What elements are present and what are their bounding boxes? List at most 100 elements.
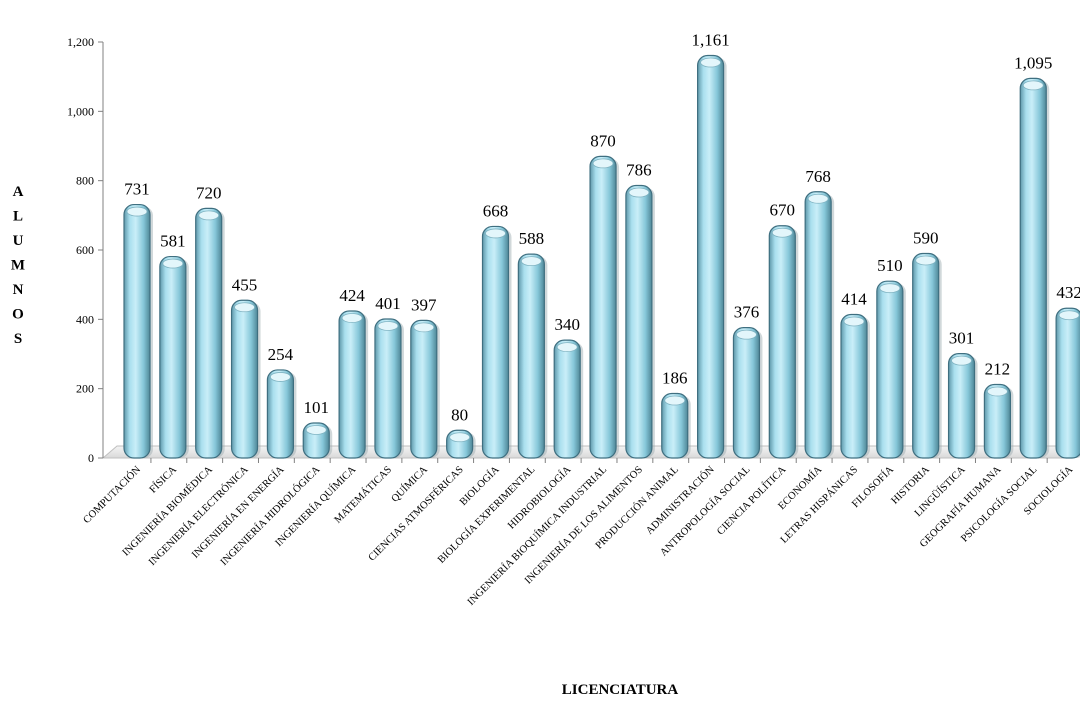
- data-label: 455: [232, 275, 258, 294]
- bar: [947, 353, 976, 459]
- data-label: 588: [519, 229, 545, 248]
- bar: [876, 280, 904, 459]
- x-tick-label: COMPUTACIÓN: [81, 463, 144, 526]
- data-label: 80: [451, 405, 468, 424]
- bar: [732, 327, 761, 459]
- data-label: 340: [554, 315, 580, 334]
- bar-cap: [771, 227, 793, 238]
- x-tick-label: HIDROBIOLOGÍA: [505, 463, 573, 531]
- data-label: 397: [411, 295, 437, 314]
- data-label: 101: [304, 398, 330, 417]
- bar-cap: [1058, 310, 1080, 321]
- y-axis-title-letter: U: [13, 233, 24, 249]
- bar: [230, 299, 259, 459]
- bar-cap: [485, 228, 506, 239]
- data-label: 301: [949, 329, 975, 348]
- data-label: 870: [590, 131, 616, 150]
- bar: [517, 253, 545, 459]
- bar-cap: [843, 316, 865, 327]
- data-label: 590: [913, 228, 939, 247]
- bar-cap: [987, 386, 1008, 397]
- bar: [374, 318, 402, 459]
- bar-cap: [126, 206, 148, 217]
- y-tick-label: 400: [76, 312, 94, 326]
- y-tick-label: 1,200: [67, 35, 94, 49]
- bar-cap: [592, 158, 614, 169]
- bar-cap: [1022, 80, 1044, 91]
- bar-cap: [377, 321, 399, 331]
- bar-cap: [305, 425, 327, 435]
- data-label: 424: [339, 286, 365, 305]
- data-label: 786: [626, 161, 652, 180]
- bar-cap: [162, 258, 184, 269]
- bar-cap: [234, 302, 255, 313]
- data-label: 720: [196, 183, 222, 202]
- bar: [266, 369, 294, 459]
- data-label: 1,161: [691, 31, 729, 50]
- bar: [1055, 307, 1080, 459]
- bar: [481, 225, 510, 459]
- data-label: 414: [841, 289, 867, 308]
- bar: [912, 252, 940, 459]
- bar: [589, 155, 617, 459]
- bar-cap: [520, 256, 542, 267]
- bar: [1019, 77, 1047, 459]
- bar-cap: [449, 432, 471, 443]
- y-tick-label: 1,000: [67, 104, 94, 118]
- bar: [195, 207, 223, 459]
- bar-cap: [700, 57, 721, 68]
- bar-cap: [413, 322, 435, 333]
- bar: [553, 339, 581, 459]
- y-axis-title-letter: O: [12, 307, 24, 323]
- bar-cap: [915, 255, 937, 266]
- x-tick-label: ADMINISTRACIÓN: [643, 463, 717, 537]
- bar: [983, 383, 1012, 459]
- bars: [123, 54, 1080, 459]
- bar: [840, 313, 868, 459]
- bar-cap: [198, 210, 220, 221]
- bar-cap: [807, 193, 829, 204]
- data-label: 254: [268, 345, 294, 364]
- data-label: 668: [483, 201, 509, 220]
- bar: [159, 255, 187, 459]
- data-label: 1,095: [1014, 53, 1052, 72]
- bar-cap: [664, 395, 686, 406]
- y-axis-title-letter: N: [13, 282, 24, 298]
- data-label: 768: [805, 167, 831, 186]
- bar: [625, 184, 653, 459]
- bar: [123, 203, 151, 459]
- bar-cap: [341, 313, 363, 323]
- bar: [696, 54, 725, 459]
- y-axis-title-letter: A: [13, 184, 24, 200]
- bar-cap: [628, 187, 650, 198]
- data-label: 212: [985, 360, 1011, 379]
- data-label: 401: [375, 294, 401, 313]
- y-tick-label: 600: [76, 243, 94, 257]
- bar: [768, 225, 796, 459]
- data-label: 186: [662, 369, 688, 388]
- bar-cap: [736, 329, 757, 340]
- y-axis-title-letter: M: [11, 258, 25, 274]
- x-tick-label: FÍSICA: [147, 463, 179, 495]
- x-tick-label: CIENCIA POLÍTICA: [715, 463, 789, 537]
- data-label: 510: [877, 256, 903, 275]
- y-axis-title-letter: L: [13, 209, 23, 225]
- data-label: 731: [124, 180, 150, 199]
- data-label: 670: [770, 201, 796, 220]
- data-label: 432: [1056, 283, 1080, 302]
- y-tick-label: 200: [76, 382, 94, 396]
- x-axis-title: LICENCIATURA: [562, 682, 679, 698]
- bar-cap: [556, 342, 578, 353]
- y-axis-title-letter: S: [14, 331, 22, 347]
- bar: [804, 191, 832, 459]
- bar-cap: [951, 355, 972, 366]
- y-tick-label: 0: [88, 451, 94, 465]
- bar-cap: [269, 372, 291, 382]
- bar: [338, 310, 366, 459]
- bar: [410, 319, 438, 459]
- y-tick-label: 800: [76, 174, 94, 188]
- bar: [661, 392, 689, 459]
- bar-cap: [879, 283, 901, 294]
